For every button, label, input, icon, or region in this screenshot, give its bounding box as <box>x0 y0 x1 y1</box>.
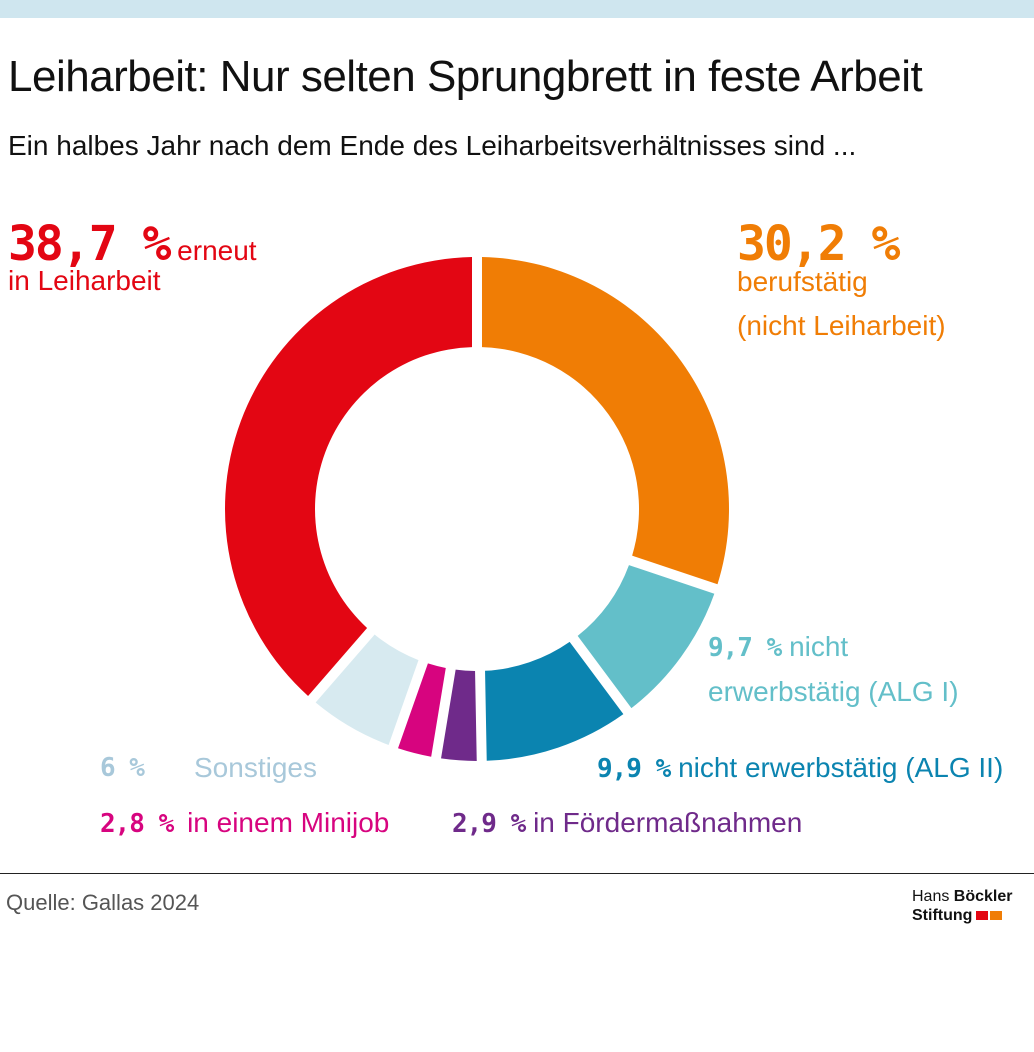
logo-text-hans: Hans <box>912 888 954 905</box>
source-note: Quelle: Gallas 2024 <box>6 890 200 915</box>
label-sonstiges-text: Sonstiges <box>194 752 317 783</box>
label-minijob-text: in einem Minijob <box>187 807 390 838</box>
logo-orange-square <box>990 911 1003 921</box>
label-alg2: 9,9 % nicht erwerbstätig (ALG II) <box>597 746 1003 791</box>
label-alg1-pct: 9,7 % <box>708 633 782 663</box>
slice-minijob <box>398 663 446 757</box>
slice-sonstiges <box>315 634 419 745</box>
chart-subtitle: Ein halbes Jahr nach dem Ende des Leihar… <box>8 130 857 161</box>
label-leiharbeit-line2: in Leiharbeit <box>8 265 161 296</box>
slice-leiharbeit <box>224 257 473 696</box>
label-alg1: 9,7 % nicht erwerbstätig (ALG I) <box>708 625 959 714</box>
logo-text-stiftung: Stiftung <box>912 907 973 924</box>
footer-divider <box>0 873 1034 874</box>
chart-title: Leiharbeit: Nur selten Sprungbrett in fe… <box>8 52 923 101</box>
label-alg2-pct: 9,9 % <box>597 754 671 784</box>
label-alg1-line2: erwerbstätig (ALG I) <box>708 676 959 707</box>
label-minijob: 2,8 % in einem Minijob <box>100 801 389 846</box>
label-berufstaetig-line1: berufstätig <box>737 266 868 297</box>
slice-alg1 <box>577 565 715 709</box>
label-leiharbeit: 38,7 % erneut in Leiharbeit <box>8 220 257 303</box>
label-leiharbeit-pct: 38,7 % <box>8 216 171 272</box>
label-alg1-line1: nicht <box>789 631 849 662</box>
slice-foerder <box>441 669 477 761</box>
label-foerder-text: in Fördermaßnahmen <box>533 807 803 838</box>
label-leiharbeit-line1: erneut <box>177 235 257 266</box>
hans-boeckler-logo: Hans Böckler Stiftung <box>912 888 1034 932</box>
label-berufstaetig-line2: (nicht Leiharbeit) <box>737 310 946 341</box>
logo-red-square <box>976 911 989 921</box>
label-berufstaetig: 30,2 % berufstätig (nicht Leiharbeit) <box>737 216 946 348</box>
label-sonstiges-pct: 6 % <box>100 753 145 783</box>
slice-alg2 <box>485 641 624 761</box>
label-foerder: 2,9 % in Fördermaßnahmen <box>452 801 802 846</box>
label-alg2-text: nicht erwerbstätig (ALG II) <box>678 752 1004 783</box>
top-accent-bar <box>0 0 1034 18</box>
slice-berufstaetig <box>481 257 729 585</box>
label-berufstaetig-pct: 30,2 % <box>737 216 900 272</box>
label-foerder-pct: 2,9 % <box>452 809 526 839</box>
logo-text-boeckler: Böckler <box>953 888 1013 905</box>
label-minijob-pct: 2,8 % <box>100 809 174 839</box>
